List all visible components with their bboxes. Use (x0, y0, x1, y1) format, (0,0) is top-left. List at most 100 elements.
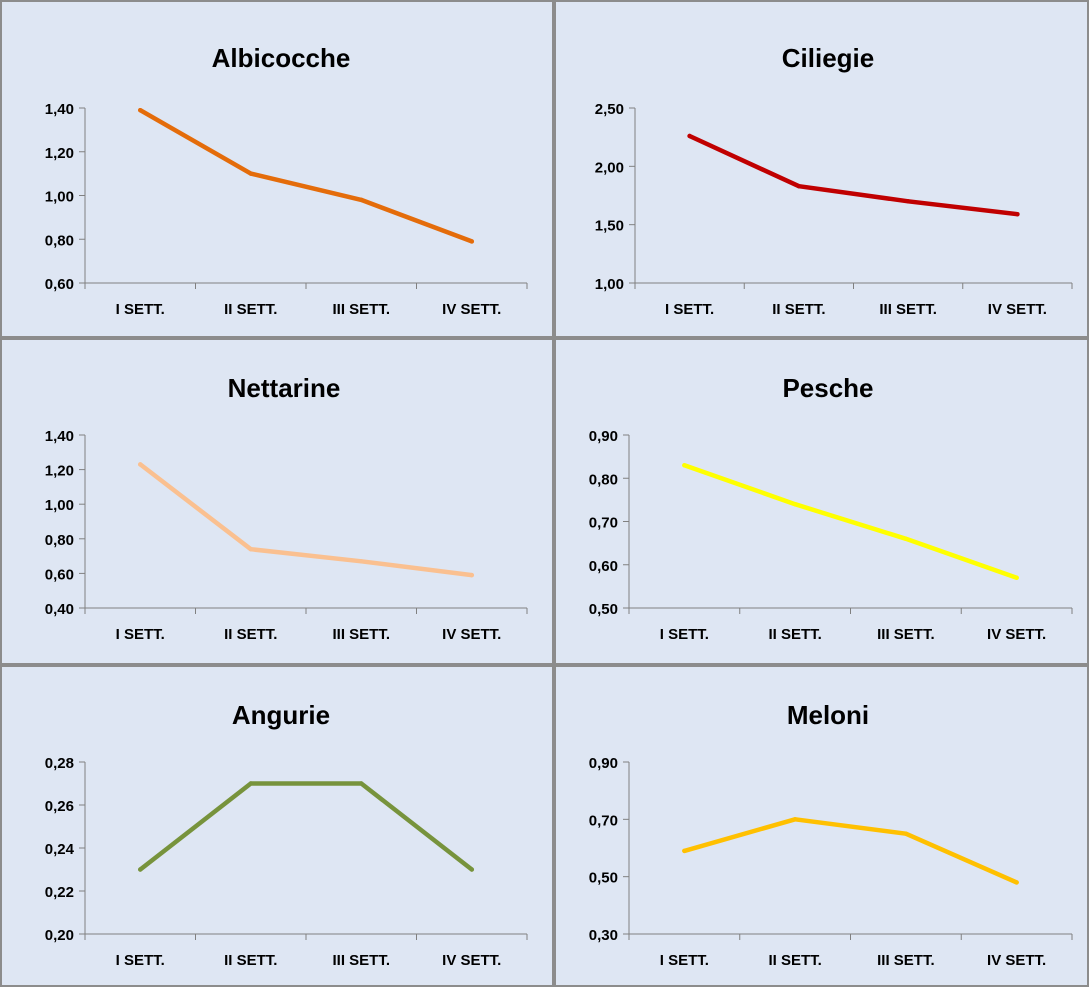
y-tick-label: 0,80 (589, 471, 618, 488)
chart-svg-pesche: Pesche 0,50 0,60 0,70 0,80 0,90 I SETT. II SETT… (554, 338, 1089, 665)
y-tick-label: 0,50 (589, 870, 618, 887)
x-tick-label: IV SETT. (987, 952, 1046, 969)
chart-svg-nettarine: Nettarine 0,40 0,60 0,80 1,00 1,20 1,40 I SETT.… (0, 338, 554, 665)
chart-panel-pesche: Pesche 0,50 0,60 0,70 0,80 0,90 I SETT. II SETT… (554, 338, 1089, 665)
chart-title: Pesche (782, 373, 873, 403)
x-tick-label: III SETT. (879, 301, 937, 318)
y-tick-label: 0,90 (589, 755, 618, 772)
x-tick-label: IV SETT. (442, 952, 501, 969)
x-tick-label: I SETT. (660, 952, 709, 969)
x-tick-label: IV SETT. (442, 626, 501, 643)
data-point (1014, 575, 1019, 580)
x-tick-label: III SETT. (877, 952, 935, 969)
y-tick-label: 0,70 (589, 812, 618, 829)
chart-background (0, 665, 554, 987)
chart-svg-ciliegie: Ciliegie 1,00 1,50 2,00 2,50 I SETT. II SETT. I… (554, 0, 1089, 338)
x-tick-label: I SETT. (116, 952, 165, 969)
y-tick-label: 1,20 (45, 463, 74, 480)
y-tick-label: 0,80 (45, 232, 74, 249)
data-point (682, 848, 687, 854)
x-tick-label: II SETT. (768, 952, 821, 969)
data-point (248, 171, 253, 176)
y-tick-label: 0,50 (589, 601, 618, 618)
data-point (905, 199, 911, 204)
series-line-ciliegie (687, 133, 1020, 217)
y-tick-label: 1,40 (45, 101, 74, 118)
data-point (796, 183, 802, 189)
x-tick-label: I SETT. (660, 626, 709, 643)
y-tick-label: 0,90 (589, 428, 618, 445)
x-tick-label: II SETT. (768, 626, 821, 643)
chart-background (0, 0, 554, 338)
y-tick-label: 0,24 (45, 841, 75, 858)
y-tick-label: 1,00 (45, 497, 74, 514)
y-tick-label: 0,40 (45, 601, 74, 618)
series-line-pesche (682, 463, 1019, 580)
x-tick-label: IV SETT. (988, 301, 1047, 318)
x-tick-label: III SETT. (332, 952, 390, 969)
y-tick-label: 1,20 (45, 145, 74, 162)
x-tick-label: II SETT. (772, 301, 825, 318)
data-point (469, 239, 474, 244)
chart-background (0, 338, 554, 665)
data-point (1014, 880, 1019, 885)
chart-svg-meloni: Meloni 0,30 0,50 0,70 0,90 I SETT. II SETT. III… (554, 665, 1089, 987)
data-point (359, 197, 364, 203)
x-tick-label: I SETT. (116, 301, 165, 318)
data-point (792, 502, 798, 507)
chart-background (554, 0, 1089, 338)
y-tick-label: 1,00 (595, 276, 624, 293)
x-tick-label: III SETT. (877, 626, 935, 643)
chart-panel-nettarine: Nettarine 0,40 0,60 0,80 1,00 1,20 1,40 I SETT.… (0, 338, 554, 665)
y-tick-label: 1,40 (45, 428, 74, 445)
chart-title: Angurie (232, 700, 330, 730)
y-tick-label: 2,50 (595, 101, 624, 118)
y-tick-label: 0,70 (589, 515, 618, 532)
data-point (359, 781, 364, 786)
data-point (903, 536, 909, 541)
data-point (687, 133, 692, 139)
y-tick-label: 2,00 (595, 159, 624, 176)
data-point (1015, 211, 1020, 217)
data-point (138, 107, 143, 113)
x-tick-label: II SETT. (224, 952, 277, 969)
series-line-meloni (682, 817, 1019, 885)
data-point (682, 463, 687, 468)
data-point (359, 559, 364, 564)
x-tick-label: II SETT. (224, 626, 277, 643)
series-line-angurie (138, 781, 475, 872)
y-tick-label: 0,22 (45, 884, 74, 901)
y-tick-label: 0,80 (45, 532, 74, 549)
chart-svg-albicocche: Albicocche 0,60 0,80 1,00 1,20 1,40 I SETT. II … (0, 0, 554, 338)
data-point (248, 546, 253, 552)
x-tick-label: III SETT. (332, 626, 390, 643)
chart-background (554, 665, 1089, 987)
chart-svg-angurie: Angurie 0,20 0,22 0,24 0,26 0,28 I SETT. II SET… (0, 665, 554, 987)
y-tick-label: 0,28 (45, 755, 74, 772)
series-line-albicocche (138, 107, 475, 244)
chart-title: Albicocche (212, 43, 351, 73)
y-tick-label: 0,30 (589, 927, 618, 944)
x-tick-label: I SETT. (665, 301, 714, 318)
y-tick-label: 0,60 (45, 566, 74, 583)
x-tick-label: III SETT. (332, 301, 390, 318)
y-tick-label: 0,20 (45, 927, 74, 944)
series-line-nettarine (138, 462, 475, 578)
chart-background (554, 338, 1089, 665)
y-tick-label: 0,60 (589, 558, 618, 575)
chart-panel-ciliegie: Ciliegie 1,00 1,50 2,00 2,50 I SETT. II SETT. I… (554, 0, 1089, 338)
data-point (469, 572, 474, 578)
x-tick-label: IV SETT. (987, 626, 1046, 643)
x-tick-label: I SETT. (116, 626, 165, 643)
chart-title: Ciliegie (782, 43, 874, 73)
x-tick-label: II SETT. (224, 301, 277, 318)
y-tick-label: 1,00 (45, 189, 74, 206)
data-point (138, 867, 143, 872)
data-point (903, 831, 909, 836)
y-tick-label: 0,26 (45, 798, 74, 815)
data-point (138, 462, 143, 467)
data-point (248, 781, 253, 786)
y-tick-label: 1,50 (595, 218, 624, 235)
data-point (469, 867, 474, 872)
